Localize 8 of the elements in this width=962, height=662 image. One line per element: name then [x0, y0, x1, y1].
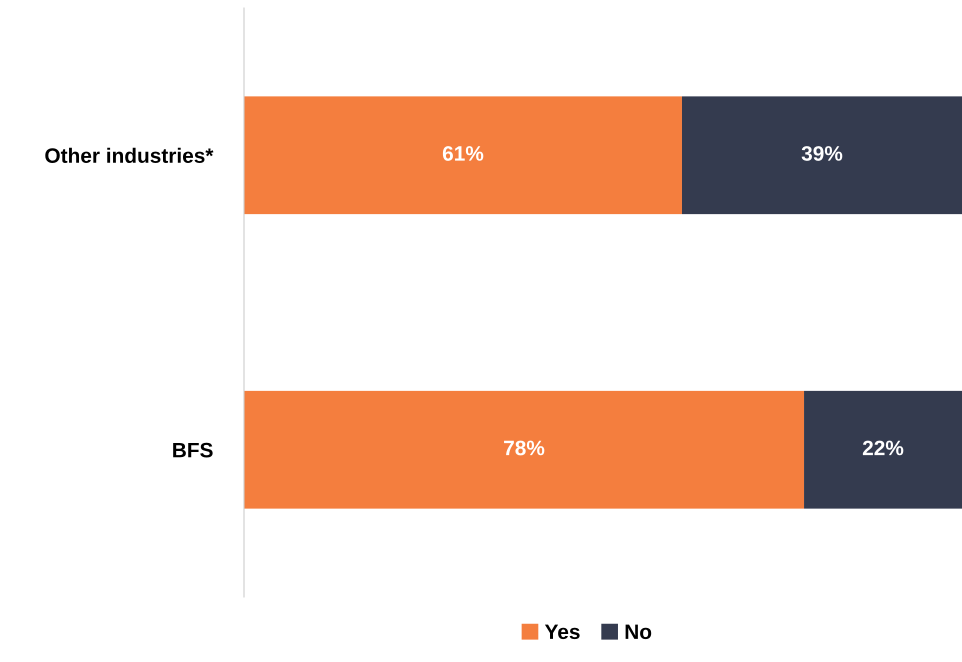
data-label: 61% — [442, 146, 484, 161]
legend-label: Yes — [544, 624, 580, 640]
y-tick-label: Other industries* — [45, 148, 214, 164]
data-label: 78% — [504, 440, 544, 456]
data-label: 22% — [862, 440, 904, 456]
y-tick-label: BFS — [173, 442, 213, 458]
legend-label: No — [626, 624, 652, 640]
data-label: 39% — [802, 146, 842, 161]
